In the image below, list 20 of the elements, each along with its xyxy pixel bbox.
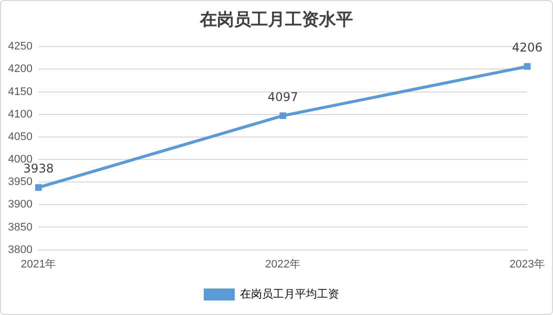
data-label: 4097	[268, 90, 298, 104]
y-tick-label: 4250	[8, 40, 32, 53]
y-tick-label: 3900	[8, 198, 32, 211]
y-tick-label: 3800	[8, 244, 32, 256]
point	[524, 63, 531, 70]
y-tick-label: 3850	[8, 221, 32, 234]
y-tick-label: 4050	[8, 130, 32, 143]
y-tick-label: 4100	[8, 108, 32, 120]
y-tick-label: 4150	[8, 86, 32, 98]
y-tick-label: 3950	[8, 176, 32, 188]
data-label: 3938	[23, 162, 54, 176]
legend-label: 在岗员工月平均工资	[240, 288, 339, 301]
data-label: 4206	[512, 40, 543, 55]
x-tick-label: 2021年	[20, 258, 56, 270]
y-tick-label: 4200	[8, 63, 32, 76]
x-tick-label: 2023年	[510, 258, 546, 270]
chart-title: 在岗员工月工资水平	[198, 9, 354, 31]
point	[280, 112, 286, 120]
point	[35, 184, 42, 191]
x-tick-label: 2022年	[265, 258, 301, 270]
